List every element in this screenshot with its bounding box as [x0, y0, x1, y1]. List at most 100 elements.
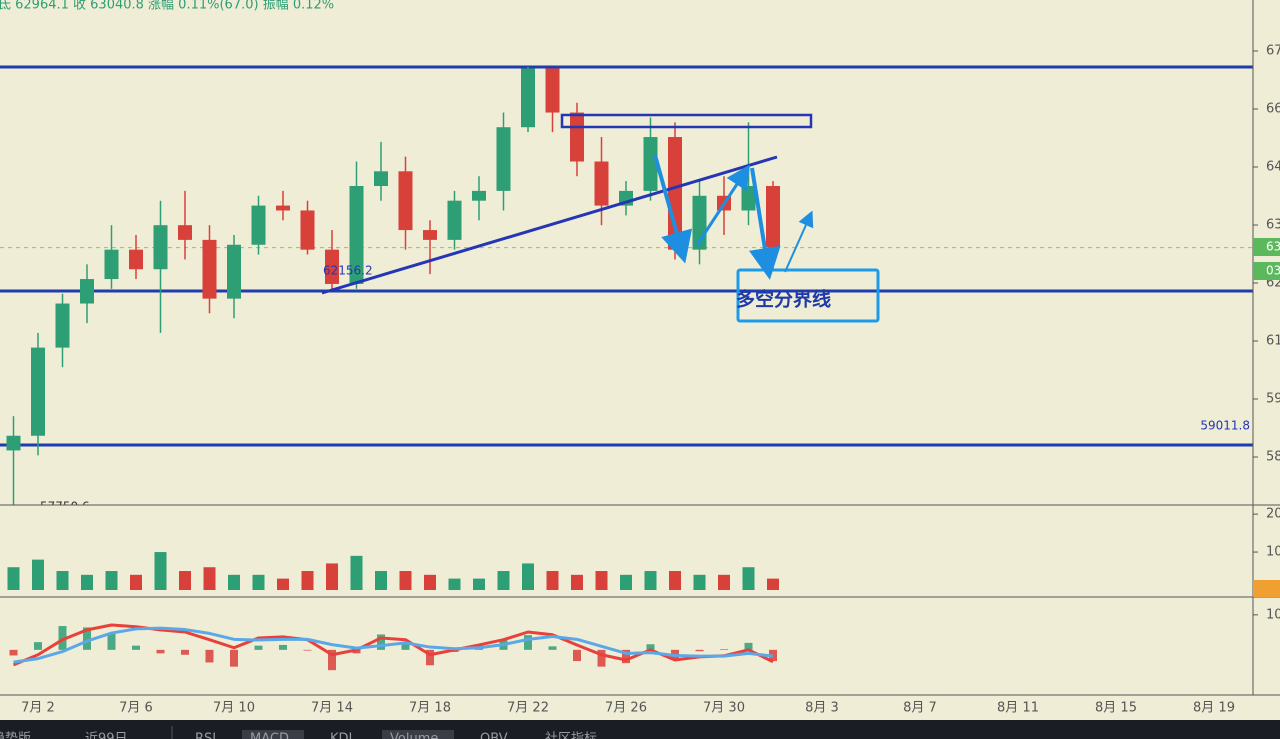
volume-bar: [228, 574, 240, 590]
countdown: 03: [1266, 264, 1280, 278]
macd-hist: [107, 633, 116, 650]
toolbar-tab[interactable]: KDJ: [330, 732, 352, 739]
macd-hist: [720, 649, 728, 650]
annotation-label: 多空分界线: [736, 288, 831, 311]
toolbar: 趋势版 近99日 RSI MACD KDJ Volume OBV 社区指标: [0, 720, 1280, 739]
volume-bar: [767, 578, 779, 590]
y-tick-label: 63: [1266, 218, 1280, 233]
candle-body: [276, 205, 290, 211]
toolbar-tab[interactable]: 近99日: [85, 732, 128, 739]
candle-body: [741, 185, 756, 211]
macd-hist: [352, 649, 361, 654]
macd-hist: [524, 635, 532, 650]
price-tag-box: [1253, 238, 1280, 256]
macd-hist: [181, 649, 189, 655]
toolbar-tab[interactable]: 社区指标: [545, 731, 597, 739]
volume-bar: [105, 571, 118, 590]
countdown-box: [1253, 262, 1280, 280]
volume-bar: [179, 571, 191, 590]
candle-body: [472, 190, 486, 201]
price-tag: 63: [1266, 240, 1280, 254]
arrow: [749, 167, 781, 280]
annotations: 多空分界线 62156.2 59011.8: [321, 113, 1250, 432]
level-label: 62156.2: [323, 263, 373, 277]
volume-bar: [130, 574, 142, 590]
macd-hist: [9, 649, 18, 656]
level-label: 59011.8: [1200, 418, 1250, 432]
x-tick-label: 7月 18: [409, 701, 451, 716]
volume-bar: [154, 552, 167, 590]
macd-hist: [597, 649, 606, 667]
toolbar-tab[interactable]: Volume: [390, 732, 438, 739]
toolbar-tab[interactable]: 趋势版: [0, 731, 31, 739]
header: 氐 62964.1 收 63040.8 涨幅 0.11%(67.0) 振幅 0.…: [0, 0, 334, 13]
candle-body: [55, 303, 70, 348]
tab-highlight: [382, 730, 454, 739]
candle-body: [447, 200, 462, 240]
x-tick-label: 7月 30: [703, 701, 745, 716]
candle-body: [178, 225, 192, 240]
volume-bar: [497, 571, 510, 590]
volume-tag: [1253, 580, 1280, 597]
candle-body: [129, 249, 143, 270]
volume-tick-label: 10: [1266, 545, 1280, 560]
volume-bar: [669, 571, 681, 590]
volume-bar: [595, 571, 608, 590]
candle-body: [104, 249, 119, 280]
macd-hist: [695, 649, 704, 652]
macd-hist: [401, 643, 410, 650]
candle-body: [545, 68, 560, 113]
volume-bar: [546, 571, 559, 590]
candle-body: [349, 185, 364, 284]
y-tick-label: 64: [1266, 159, 1280, 174]
volume-bar: [203, 567, 216, 590]
candle-body: [6, 435, 21, 451]
candle-body: [521, 68, 535, 128]
arrow: [695, 164, 750, 246]
candle-body: [202, 239, 217, 299]
y-tick-label: 67: [1266, 43, 1280, 58]
candle-body: [643, 137, 658, 191]
x-tick-label: 7月 10: [213, 701, 255, 716]
macd-hist: [744, 642, 753, 650]
toolbar-tab[interactable]: MACD: [250, 732, 289, 739]
y-tick-label: 61: [1266, 333, 1280, 348]
macd-hist: [279, 644, 287, 650]
macd-hist: [377, 634, 385, 650]
volume-bar: [252, 574, 265, 590]
low-label: 57750.6: [40, 500, 90, 514]
volume-bar: [693, 574, 706, 590]
volume-bar: [326, 563, 338, 590]
arrow: [784, 210, 814, 273]
price-panel: 57750.6: [0, 65, 1253, 514]
volume-bar: [56, 571, 69, 590]
candle-body: [374, 171, 388, 186]
toolbar-tab[interactable]: RSI: [195, 732, 216, 739]
macd-hist: [573, 649, 581, 662]
volume-bar: [81, 574, 93, 590]
candle-body: [325, 249, 339, 284]
y-tick-label: 59: [1266, 391, 1280, 406]
macd-hist: [156, 649, 165, 654]
macd-panel: [9, 623, 777, 671]
volume-bar: [448, 578, 461, 590]
resistance-box: [560, 113, 813, 129]
macd-hist: [58, 626, 67, 650]
volume-bar: [32, 559, 44, 590]
trend-line: [321, 155, 778, 295]
volume-bar: [473, 578, 485, 590]
volume-bar: [301, 571, 314, 590]
highlight-box: [736, 268, 880, 323]
volume-tick-label: 20: [1266, 507, 1280, 522]
candle-body: [31, 347, 45, 436]
candle-body: [496, 127, 511, 191]
volume-bar: [620, 574, 632, 590]
toolbar-tab[interactable]: OBV: [480, 732, 508, 739]
volume-bar: [7, 567, 20, 590]
x-tick-label: 7月 22: [507, 701, 549, 716]
x-tick-label: 7月 2: [21, 701, 55, 716]
candle-body: [423, 230, 437, 240]
toolbar-bg: [0, 720, 1280, 739]
